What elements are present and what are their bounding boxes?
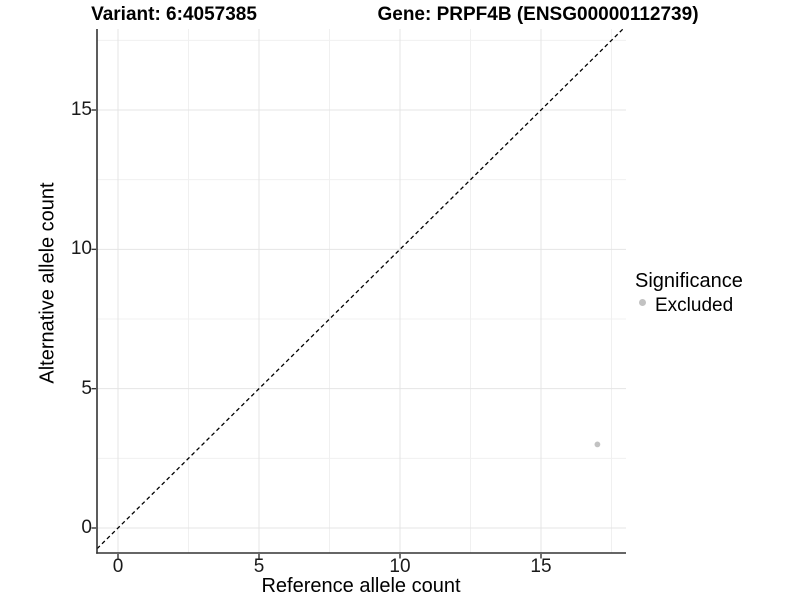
data-point-excluded xyxy=(594,441,601,448)
y-tick-label: 10 xyxy=(70,238,92,260)
y-tick-label: 15 xyxy=(70,99,92,120)
y-tick-label: 0 xyxy=(81,517,92,538)
x-axis-title: Reference allele count xyxy=(261,575,461,597)
y-tick-label: 5 xyxy=(81,377,92,399)
gene-title: Gene: PRPF4B (ENSG00000112739) xyxy=(377,4,699,25)
identity-reference-line xyxy=(96,28,624,550)
x-tick-label: 15 xyxy=(530,556,552,577)
variant-title: Variant: 6:4057385 xyxy=(91,4,257,25)
legend-excluded-dot-icon xyxy=(639,299,646,306)
legend-title: Significance xyxy=(635,270,743,292)
x-tick-label: 0 xyxy=(112,556,124,577)
y-axis-title: Alternative allele count xyxy=(36,182,59,384)
x-tick-label: 5 xyxy=(253,556,265,577)
legend-item-excluded: Excluded xyxy=(655,295,734,316)
x-tick-label: 10 xyxy=(389,556,411,577)
